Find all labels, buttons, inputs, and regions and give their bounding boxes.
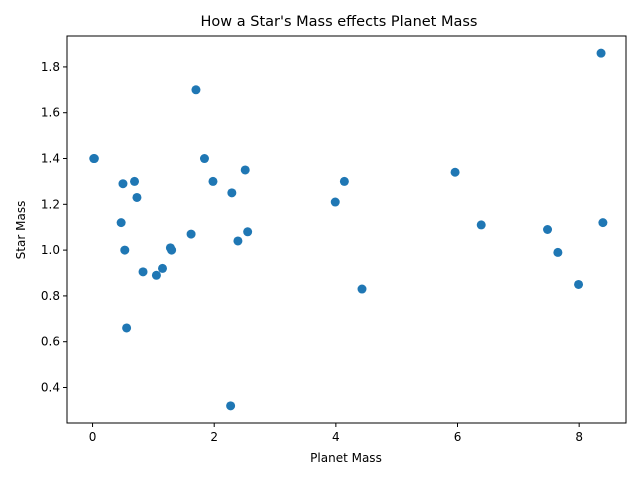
x-tick-label: 8 bbox=[575, 430, 583, 444]
data-point bbox=[598, 218, 608, 228]
data-point bbox=[122, 323, 132, 333]
data-point bbox=[596, 48, 606, 58]
x-tick-label: 2 bbox=[210, 430, 218, 444]
data-point bbox=[233, 236, 243, 246]
x-tick-label: 4 bbox=[332, 430, 340, 444]
chart-title: How a Star's Mass effects Planet Mass bbox=[201, 14, 478, 30]
y-tick-label: 1.8 bbox=[41, 60, 60, 74]
data-point bbox=[151, 270, 161, 280]
data-point bbox=[227, 188, 237, 198]
x-axis-ticks: 0 2 4 6 8 bbox=[89, 423, 583, 444]
y-tick-label: 0.4 bbox=[41, 381, 60, 395]
data-point bbox=[553, 247, 563, 257]
data-points bbox=[89, 48, 608, 411]
x-axis-label: Planet Mass bbox=[310, 451, 382, 465]
y-tick-label: 1.4 bbox=[41, 152, 60, 166]
data-point bbox=[199, 154, 209, 164]
data-point bbox=[339, 176, 349, 186]
data-point bbox=[191, 85, 201, 95]
y-axis-label: Star Mass bbox=[14, 201, 28, 260]
data-point bbox=[132, 192, 142, 202]
data-point bbox=[357, 284, 367, 294]
y-tick-label: 0.6 bbox=[41, 335, 60, 349]
data-point bbox=[130, 176, 140, 186]
plot-frame bbox=[66, 35, 627, 424]
data-point bbox=[89, 154, 99, 164]
data-point bbox=[138, 267, 148, 277]
data-point bbox=[226, 401, 236, 411]
y-tick-label: 0.8 bbox=[41, 289, 60, 303]
data-point bbox=[116, 218, 126, 228]
y-tick-label: 1.0 bbox=[41, 243, 60, 257]
data-point bbox=[330, 197, 340, 207]
data-point bbox=[186, 229, 196, 239]
data-point bbox=[243, 227, 253, 237]
data-point bbox=[240, 165, 250, 175]
data-point bbox=[208, 176, 218, 186]
y-axis-ticks: 0.4 0.6 0.8 1.0 1.2 1.4 1.6 1.8 bbox=[41, 60, 67, 395]
data-point bbox=[158, 263, 167, 273]
x-tick-label: 6 bbox=[454, 430, 462, 444]
x-tick-label: 0 bbox=[89, 430, 97, 444]
data-point bbox=[167, 245, 177, 255]
data-point bbox=[118, 179, 128, 189]
data-point bbox=[450, 167, 460, 177]
data-point bbox=[574, 279, 584, 289]
y-tick-label: 1.2 bbox=[41, 197, 60, 211]
data-point bbox=[120, 245, 130, 255]
data-point bbox=[476, 220, 486, 230]
data-point bbox=[543, 225, 553, 234]
y-tick-label: 1.6 bbox=[41, 106, 60, 120]
